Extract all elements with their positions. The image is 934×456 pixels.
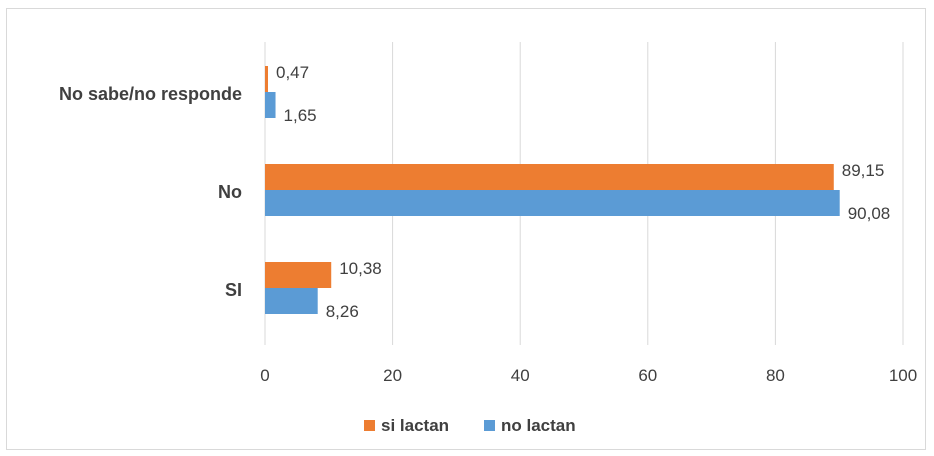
- data-label: 10,38: [339, 259, 382, 278]
- x-tick-labels: 0 20 40 60 80 100: [260, 366, 917, 385]
- x-tick-label: 0: [260, 366, 269, 385]
- x-tick-label: 40: [511, 366, 530, 385]
- category-labels: No sabe/no responde No SI: [59, 84, 242, 300]
- x-tick-label: 100: [889, 366, 917, 385]
- x-tick-label: 80: [766, 366, 785, 385]
- category-label: No sabe/no responde: [59, 84, 242, 104]
- bar-no-lactan-1: [265, 190, 840, 216]
- bar-no-lactan-0: [265, 92, 276, 118]
- bar-no-lactan-2: [265, 288, 318, 314]
- x-tick-label: 60: [638, 366, 657, 385]
- bar-si-lactan-0: [265, 66, 268, 92]
- x-tick-label: 20: [383, 366, 402, 385]
- bar-si-lactan-1: [265, 164, 834, 190]
- data-label: 8,26: [326, 302, 359, 321]
- legend-label: si lactan: [381, 416, 449, 435]
- data-labels: 0,47 1,65 89,15 90,08 10,38 8,26: [276, 63, 890, 321]
- bar-si-lactan-2: [265, 262, 332, 288]
- legend-swatch: [484, 420, 495, 431]
- legend-swatch: [364, 420, 375, 431]
- chart-frame: [6, 8, 926, 450]
- category-label: No: [218, 182, 242, 202]
- legend-label: no lactan: [501, 416, 576, 435]
- data-label: 1,65: [284, 106, 317, 125]
- bars: [265, 66, 840, 314]
- data-label: 89,15: [842, 161, 885, 180]
- legend: si lactan no lactan: [364, 416, 576, 435]
- data-label: 0,47: [276, 63, 309, 82]
- category-label: SI: [225, 280, 242, 300]
- data-label: 90,08: [848, 204, 891, 223]
